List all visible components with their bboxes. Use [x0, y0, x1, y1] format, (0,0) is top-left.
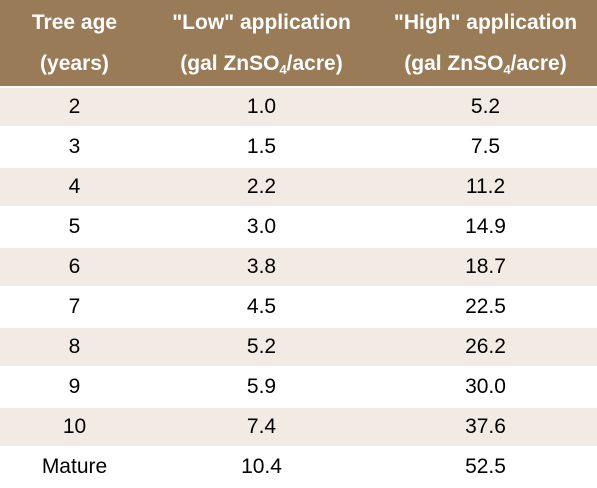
tree-age-cell: Mature — [0, 446, 149, 486]
header-low-line1: "Low" application — [172, 11, 351, 34]
high-application-cell: 7.5 — [374, 126, 597, 167]
high-application-cell: 14.9 — [374, 206, 597, 247]
high-application-cell: 30.0 — [374, 366, 597, 407]
tree-age-cell: 10 — [0, 406, 149, 447]
tree-age-cell: 4 — [0, 166, 149, 207]
high-application-cell: 26.2 — [374, 326, 597, 367]
high-application-cell: 5.2 — [374, 86, 597, 127]
low-application-cell: 3.8 — [149, 246, 374, 287]
table-row: 5 3.0 14.9 — [0, 206, 597, 247]
low-application-cell: 4.5 — [149, 286, 374, 327]
header-high-line1: "High" application — [393, 11, 578, 34]
header-low-unit-post: /acre) — [286, 52, 343, 75]
header-high-line2: (gal ZnSO4/acre) — [374, 43, 597, 84]
tree-age-cell: 9 — [0, 366, 149, 407]
header-high-application: "High" application (gal ZnSO4/acre) — [374, 0, 597, 87]
table-row: 8 5.2 26.2 — [0, 326, 597, 367]
tree-age-cell: 3 — [0, 126, 149, 167]
high-application-cell: 52.5 — [374, 446, 597, 486]
table-row: 3 1.5 7.5 — [0, 126, 597, 167]
high-application-cell: 37.6 — [374, 406, 597, 447]
header-high-unit-sub: 4 — [503, 62, 511, 77]
low-application-cell: 3.0 — [149, 206, 374, 247]
header-low-line2: (gal ZnSO4/acre) — [149, 43, 374, 84]
table-row: 2 1.0 5.2 — [0, 86, 597, 127]
header-low-unit-pre: (gal ZnSO — [180, 52, 280, 75]
table-row: Mature 10.4 52.5 — [0, 446, 597, 486]
tree-age-cell: 6 — [0, 246, 149, 287]
table-row: 10 7.4 37.6 — [0, 406, 597, 447]
table-body: 2 1.0 5.2 3 1.5 7.5 4 2.2 11.2 5 3.0 14.9 6 3.8 18.7 7 4… — [0, 86, 597, 486]
table-row: 4 2.2 11.2 — [0, 166, 597, 207]
header-tree-age: Tree age (years) — [0, 0, 149, 87]
table-row: 9 5.9 30.0 — [0, 366, 597, 407]
low-application-cell: 2.2 — [149, 166, 374, 207]
table-row: 6 3.8 18.7 — [0, 246, 597, 287]
header-tree-age-line1: Tree age — [31, 11, 118, 34]
high-application-cell: 18.7 — [374, 246, 597, 287]
tree-age-cell: 8 — [0, 326, 149, 367]
low-application-cell: 1.0 — [149, 86, 374, 127]
header-high-unit-post: /acre) — [510, 52, 567, 75]
high-application-cell: 11.2 — [374, 166, 597, 207]
low-application-cell: 5.9 — [149, 366, 374, 407]
low-application-cell: 10.4 — [149, 446, 374, 486]
header-high-unit-pre: (gal ZnSO — [404, 52, 504, 75]
header-row: Tree age (years) "Low" application (gal … — [0, 0, 597, 87]
low-application-cell: 5.2 — [149, 326, 374, 367]
tree-age-cell: 5 — [0, 206, 149, 247]
high-application-cell: 22.5 — [374, 286, 597, 327]
tree-age-cell: 7 — [0, 286, 149, 327]
header-low-unit-sub: 4 — [279, 62, 287, 77]
table-row: 7 4.5 22.5 — [0, 286, 597, 327]
header-tree-age-line2: (years) — [40, 52, 109, 75]
header-low-application: "Low" application (gal ZnSO4/acre) — [149, 0, 374, 87]
low-application-cell: 1.5 — [149, 126, 374, 167]
low-application-cell: 7.4 — [149, 406, 374, 447]
tree-age-cell: 2 — [0, 86, 149, 127]
